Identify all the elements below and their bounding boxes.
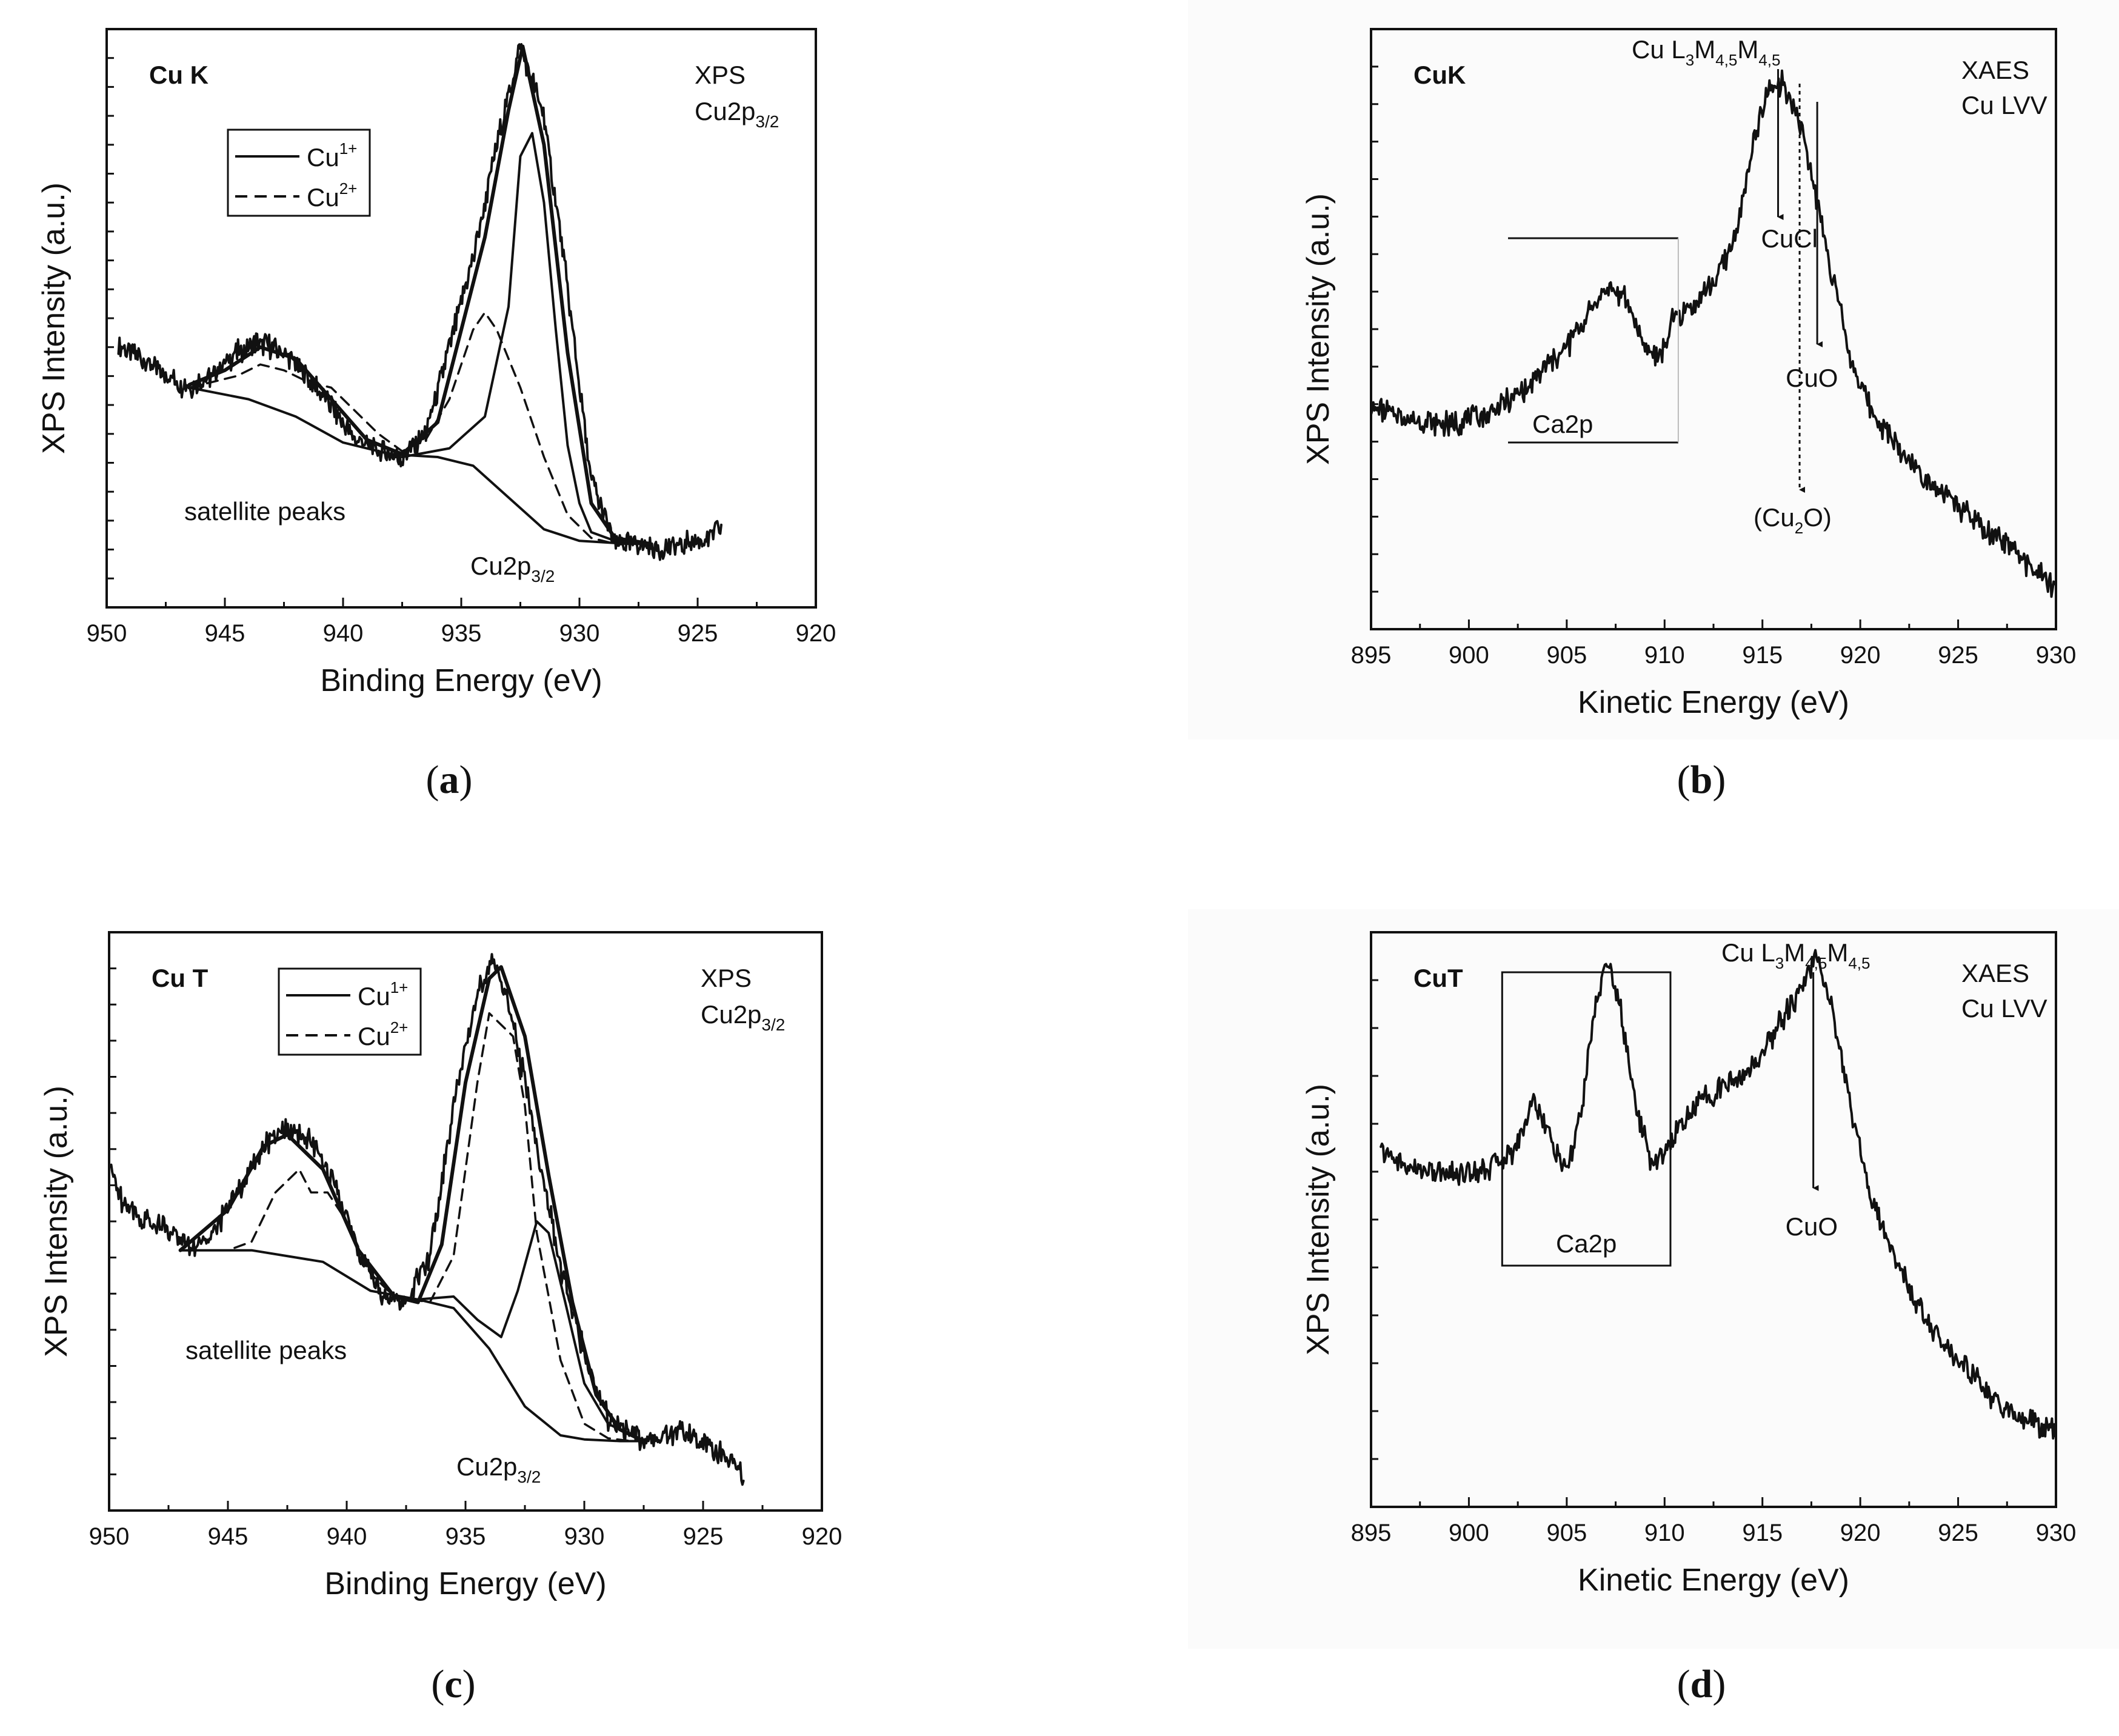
- x-tick-label: 945: [208, 1523, 249, 1550]
- panel-label: (d): [1677, 1662, 1726, 1706]
- sample-title: Cu T: [152, 964, 209, 992]
- panel-label: (c): [431, 1662, 475, 1706]
- ca2p-label: Ca2p: [1532, 410, 1593, 438]
- y-axis-title: XPS Intensity (a.u.): [1301, 193, 1336, 465]
- panel-label: (b): [1677, 758, 1726, 802]
- series-cu2-: [179, 1012, 657, 1443]
- marker-label: CuO: [1786, 364, 1838, 392]
- x-tick-label: 930: [2036, 1520, 2077, 1546]
- x-tick-label: 915: [1742, 642, 1783, 669]
- series-group: [1371, 69, 2056, 598]
- sample-title: CuK: [1413, 61, 1466, 89]
- technique-label: XAES: [1961, 959, 2029, 987]
- x-tick-label: 925: [683, 1523, 724, 1550]
- x-tick-label: 895: [1351, 1520, 1392, 1546]
- x-tick-label: 910: [1644, 1520, 1685, 1546]
- x-tick-label: 925: [1938, 642, 1978, 669]
- transition-label: Cu L3M4,5M4,5: [1632, 35, 1781, 69]
- y-axis-title: XPS Intensity (a.u.): [39, 1086, 74, 1357]
- x-tick-label: 920: [796, 620, 836, 647]
- legend: Cu1+ Cu2+: [278, 967, 422, 1056]
- x-axis-title: Binding Energy (eV): [320, 663, 602, 698]
- x-tick-label: 950: [87, 620, 127, 647]
- sample-title: CuT: [1413, 964, 1463, 992]
- series-cu2-: [188, 311, 652, 545]
- series-cu1-: [401, 132, 652, 546]
- x-tick-label: 920: [802, 1523, 843, 1550]
- sample-title: Cu K: [149, 61, 209, 89]
- x-tick-label: 930: [2036, 642, 2077, 669]
- region-label: Cu2p3/2: [701, 1000, 785, 1034]
- series-envelope: [187, 44, 652, 546]
- x-tick-label: 915: [1742, 1520, 1783, 1546]
- satellite-annotation: satellite peaks: [185, 1336, 347, 1364]
- series-background: [188, 386, 652, 546]
- region-label: Cu LVV: [1961, 91, 2047, 119]
- series-background: [179, 1249, 645, 1443]
- legend-label: Cu2+: [307, 179, 357, 212]
- x-tick-label: 905: [1546, 642, 1587, 669]
- marker-label: (Cu2O): [1754, 503, 1832, 537]
- x-tick-label: 920: [1840, 1520, 1881, 1546]
- series-group: [1380, 949, 2056, 1440]
- legend: Cu1+ Cu2+: [227, 129, 371, 217]
- series-spectrum: [1371, 69, 2056, 598]
- region-label: Cu LVV: [1961, 994, 2047, 1023]
- marker-label: CuCl: [1761, 224, 1818, 253]
- legend-label: Cu2+: [358, 1018, 408, 1050]
- x-tick-label: 905: [1546, 1520, 1587, 1546]
- technique-label: XPS: [701, 964, 752, 992]
- series-spectrum: [1380, 949, 2056, 1440]
- panel-label: (a): [426, 758, 473, 802]
- x-axis-title: Binding Energy (eV): [324, 1566, 606, 1601]
- figure-panels: 950 945 940 935 930 925 920 Binding Energy (eV)…: [36, 28, 2077, 1706]
- ca2p-label: Ca2p: [1556, 1229, 1617, 1258]
- x-tick-label: 910: [1644, 642, 1685, 669]
- series-measured: [109, 953, 745, 1486]
- technique-label: XAES: [1961, 56, 2029, 84]
- x-tick-label: 925: [678, 620, 718, 647]
- main-peak-annotation: Cu2p3/2: [456, 1452, 541, 1486]
- transition-label: Cu L3M4,5M4,5: [1721, 938, 1870, 972]
- legend-label: Cu1+: [307, 139, 357, 172]
- series-group: [109, 953, 745, 1486]
- x-axis-title: Kinetic Energy (eV): [1578, 685, 1849, 720]
- y-axis-title: XPS Intensity (a.u.): [1301, 1084, 1336, 1355]
- ca2p-box: [1501, 971, 1672, 1267]
- series-cu1-: [416, 1220, 645, 1443]
- satellite-annotation: satellite peaks: [184, 497, 345, 526]
- x-tick-label: 925: [1938, 1520, 1978, 1546]
- x-tick-label: 900: [1449, 1520, 1489, 1546]
- x-tick-label: 940: [327, 1523, 367, 1550]
- x-tick-label: 900: [1449, 642, 1489, 669]
- panel-b: 895 900 905 910 915 920 925 930 Kinetic Energy (…: [1301, 28, 2077, 802]
- x-tick-label: 895: [1351, 642, 1392, 669]
- marker-label: CuO: [1786, 1212, 1838, 1241]
- x-tick-label: 920: [1840, 642, 1881, 669]
- x-tick-label: 935: [441, 620, 482, 647]
- technique-label: XPS: [695, 61, 746, 89]
- panel-c: 950 945 940 935 930 925 920 Binding Energy (eV)…: [39, 931, 843, 1706]
- region-label: Cu2p3/2: [695, 97, 779, 131]
- series-envelope: [178, 965, 646, 1443]
- x-tick-label: 935: [445, 1523, 486, 1550]
- panel-a: 950 945 940 935 930 925 920 Binding Energy (eV)…: [36, 28, 836, 802]
- x-tick-label: 945: [205, 620, 245, 647]
- x-tick-label: 950: [89, 1523, 130, 1550]
- main-peak-annotation: Cu2p3/2: [470, 552, 555, 586]
- panel-d: 895 900 905 910 915 920 925 930 Kinetic Energy (…: [1301, 931, 2077, 1706]
- x-tick-label: 930: [559, 620, 600, 647]
- legend-label: Cu1+: [358, 978, 408, 1010]
- x-tick-label: 930: [564, 1523, 605, 1550]
- x-tick-label: 940: [323, 620, 364, 647]
- series-group: [117, 43, 722, 561]
- x-axis-title: Kinetic Energy (eV): [1578, 1563, 1849, 1598]
- y-axis-title: XPS Intensity (a.u.): [36, 182, 72, 454]
